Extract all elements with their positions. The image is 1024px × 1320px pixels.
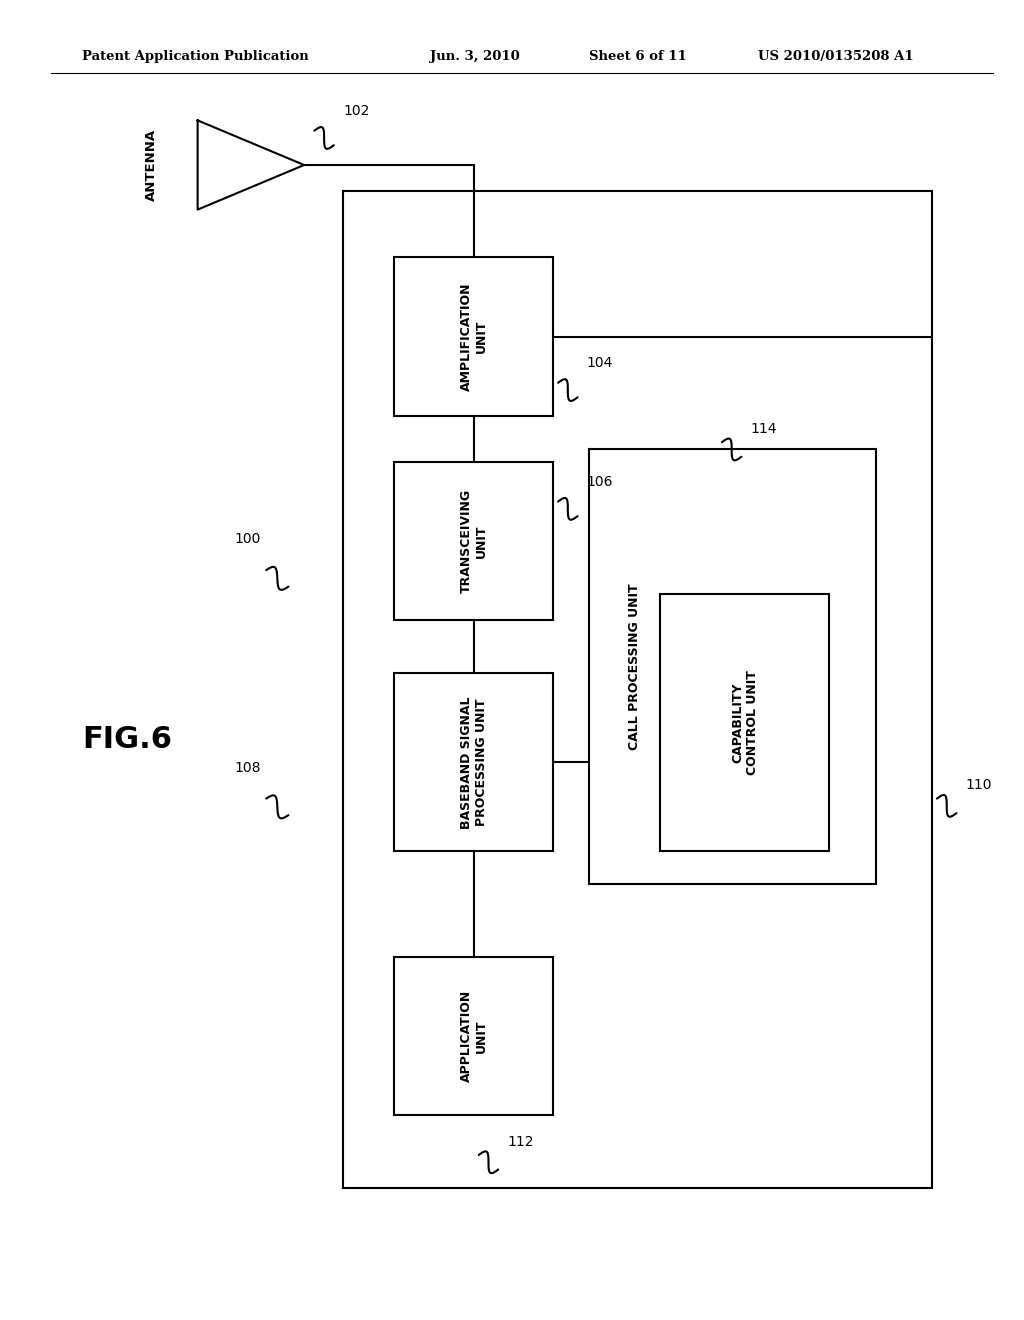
Text: 112: 112	[508, 1135, 534, 1148]
Bar	[394, 462, 553, 620]
Bar	[394, 673, 553, 851]
Text: BASEBAND SIGNAL
PROCESSING UNIT: BASEBAND SIGNAL PROCESSING UNIT	[460, 696, 487, 829]
Text: 108: 108	[234, 760, 261, 775]
Text: US 2010/0135208 A1: US 2010/0135208 A1	[758, 50, 913, 63]
Text: 104: 104	[587, 356, 613, 370]
Text: Patent Application Publication: Patent Application Publication	[82, 50, 308, 63]
Text: ANTENNA: ANTENNA	[145, 129, 158, 201]
Text: 114: 114	[751, 422, 777, 436]
Bar	[394, 257, 553, 416]
Text: TRANSCEIVING
UNIT: TRANSCEIVING UNIT	[460, 490, 487, 593]
Text: Jun. 3, 2010: Jun. 3, 2010	[430, 50, 520, 63]
Bar	[660, 594, 829, 851]
Text: APPLICATION
UNIT: APPLICATION UNIT	[460, 990, 487, 1082]
Text: CAPABILITY
CONTROL UNIT: CAPABILITY CONTROL UNIT	[731, 671, 759, 775]
Text: FIG.6: FIG.6	[82, 725, 172, 754]
Text: 102: 102	[343, 104, 370, 117]
Bar	[343, 191, 932, 1188]
Bar	[589, 449, 876, 884]
Text: 106: 106	[587, 475, 613, 488]
Bar	[394, 957, 553, 1115]
Text: CALL PROCESSING UNIT: CALL PROCESSING UNIT	[629, 583, 641, 750]
Text: AMPLIFICATION
UNIT: AMPLIFICATION UNIT	[460, 282, 487, 391]
Text: 110: 110	[966, 779, 992, 792]
Text: 100: 100	[234, 532, 261, 546]
Text: Sheet 6 of 11: Sheet 6 of 11	[589, 50, 686, 63]
